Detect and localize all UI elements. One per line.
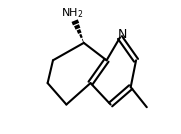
Text: NH$_2$: NH$_2$	[61, 7, 84, 20]
Text: N: N	[117, 28, 127, 41]
